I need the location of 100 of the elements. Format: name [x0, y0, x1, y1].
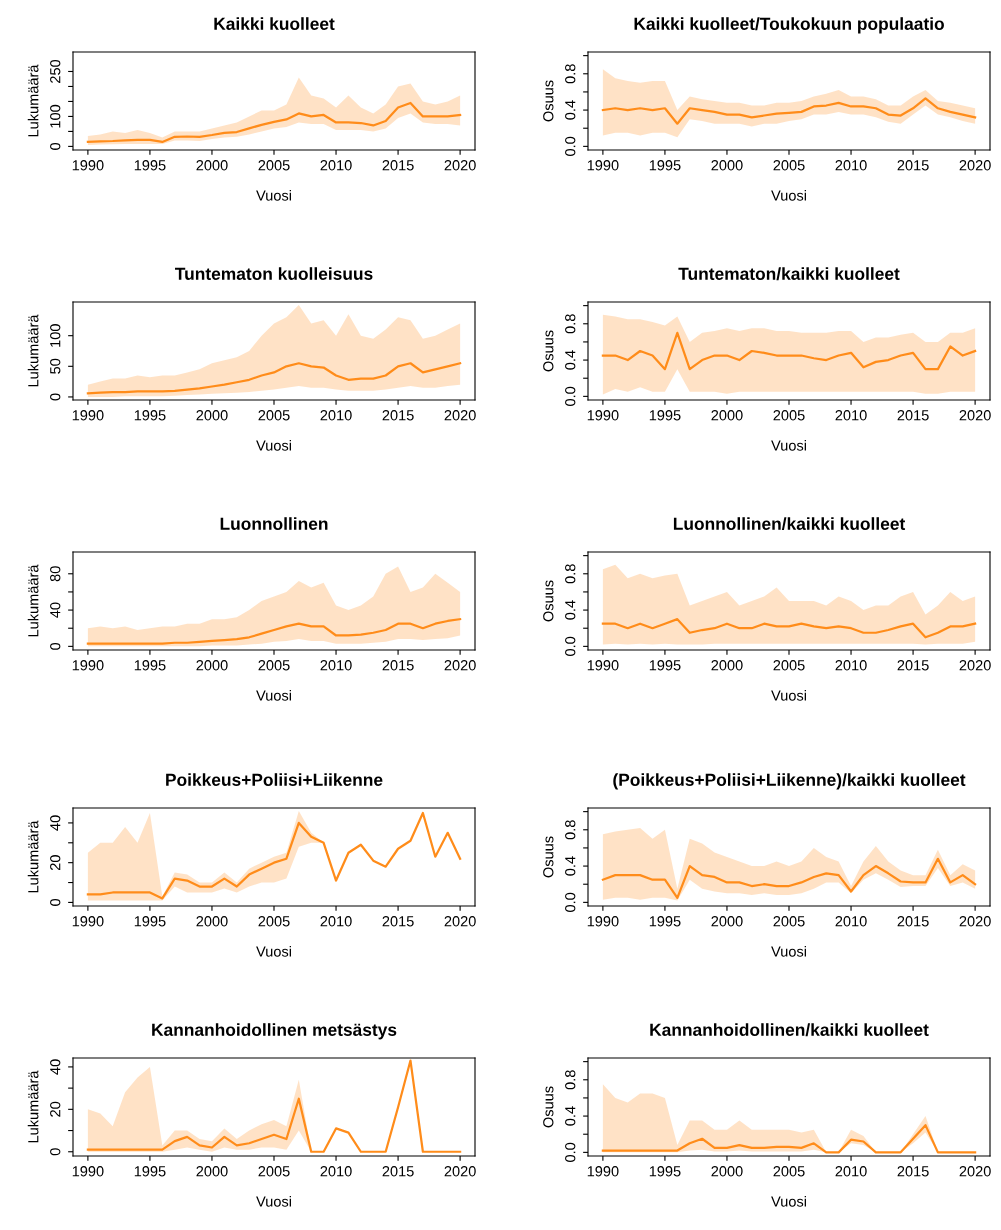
x-tick-label: 1995	[134, 660, 166, 671]
x-tick-label: 2015	[897, 916, 929, 927]
y-tick-label: 0.4	[565, 1106, 576, 1126]
x-tick-label: 2015	[897, 160, 929, 171]
x-tick-label: 2015	[897, 1166, 929, 1177]
y-tick-label: 0.8	[565, 564, 576, 584]
x-tick-label: 2005	[773, 160, 805, 171]
y-axis-title: Lukumäärä	[27, 314, 39, 387]
x-tick-label: 2010	[320, 916, 352, 927]
x-tick-label: 2020	[444, 1166, 476, 1177]
x-tick-label: 2005	[773, 410, 805, 421]
chart-title: (Poikkeus+Poliisi+Liikenne)/kaikki kuolleet	[613, 773, 966, 790]
x-tick-label: 1990	[72, 1166, 104, 1177]
x-axis-title: Vuosi	[256, 945, 291, 957]
line-series	[601, 857, 977, 899]
x-tick-label: 2020	[444, 660, 476, 671]
x-tick-label: 2010	[320, 660, 352, 671]
x-tick-label: 2010	[835, 916, 867, 927]
y-tick-label: 40	[50, 602, 61, 618]
x-tick-label: 2005	[258, 1166, 290, 1177]
y-tick-label: 0.8	[565, 820, 576, 840]
y-tick-label: 0	[50, 393, 61, 401]
y-tick-label: 20	[50, 1101, 61, 1117]
x-tick-label: 2010	[835, 410, 867, 421]
x-axis-title: Vuosi	[256, 1195, 291, 1207]
x-tick-label: 2005	[773, 660, 805, 671]
x-tick-label: 1990	[587, 1166, 619, 1177]
x-tick-label: 1995	[649, 410, 681, 421]
x-tick-label: 1995	[134, 1166, 166, 1177]
x-tick-label: 2010	[835, 160, 867, 171]
y-tick-label: 0	[50, 898, 61, 906]
x-tick-label: 2000	[196, 1166, 228, 1177]
x-axis-title: Vuosi	[771, 1195, 806, 1207]
y-tick-label: 20	[50, 855, 61, 871]
y-axis-title: Lukumäärä	[27, 64, 39, 137]
x-tick-label: 2010	[320, 1166, 352, 1177]
y-tick-label: 100	[50, 324, 61, 347]
x-tick-label: 2015	[897, 410, 929, 421]
x-axis-title: Vuosi	[256, 189, 291, 201]
y-axis-title: Osuus	[543, 580, 554, 622]
x-tick-label: 1990	[72, 660, 104, 671]
line-series	[601, 331, 977, 371]
x-axis-title: Vuosi	[771, 189, 806, 201]
y-axis-title: Lukumäärä	[27, 820, 39, 893]
line-series	[86, 618, 462, 645]
y-tick-label: 50	[50, 358, 61, 374]
y-tick-label: 0	[50, 642, 61, 650]
x-tick-label: 2005	[258, 160, 290, 171]
x-tick-label: 1995	[134, 916, 166, 927]
x-tick-label: 1990	[587, 160, 619, 171]
x-tick-label: 2000	[196, 916, 228, 927]
x-tick-label: 1995	[134, 410, 166, 421]
x-tick-label: 2010	[320, 410, 352, 421]
y-tick-label: 0	[50, 142, 61, 150]
x-tick-label: 2000	[711, 1166, 743, 1177]
y-axis-title: Osuus	[543, 330, 554, 372]
x-axis-title: Vuosi	[771, 945, 806, 957]
x-tick-label: 2020	[959, 916, 991, 927]
y-axis-title: Osuus	[543, 836, 554, 878]
x-tick-label: 2000	[196, 410, 228, 421]
x-tick-label: 1990	[72, 160, 104, 171]
y-tick-label: 0	[50, 1148, 61, 1156]
x-tick-label: 2020	[444, 916, 476, 927]
line-series	[86, 362, 462, 395]
x-tick-label: 2015	[382, 410, 414, 421]
chart-title: Tuntematon kuolleisuus	[175, 267, 373, 280]
y-tick-label: 0.4	[565, 856, 576, 876]
y-tick-label: 0.4	[565, 600, 576, 620]
x-tick-label: 2015	[382, 916, 414, 927]
x-tick-label: 1995	[649, 160, 681, 171]
y-axis-title: Osuus	[543, 80, 554, 122]
y-tick-label: 250	[50, 59, 61, 83]
y-axis-title: Lukumäärä	[27, 564, 39, 637]
chart-title: Kannanhoidollinen/kaikki kuolleet	[650, 1023, 929, 1037]
y-tick-label: 40	[50, 1059, 61, 1075]
x-tick-label: 1990	[587, 916, 619, 927]
x-tick-label: 2000	[711, 160, 743, 171]
chart-title: Tuntematon/kaikki kuolleet	[678, 267, 900, 281]
x-tick-label: 2005	[258, 660, 290, 671]
chart-title: Kannanhoidollinen metsästys	[152, 1023, 397, 1040]
x-tick-label: 1995	[134, 160, 166, 171]
line-series	[601, 618, 977, 639]
y-tick-label: 0.0	[565, 1142, 576, 1162]
x-tick-label: 2005	[258, 916, 290, 927]
y-tick-label: 0.0	[565, 636, 576, 656]
y-tick-label: 0.8	[565, 314, 576, 334]
x-tick-label: 1990	[72, 410, 104, 421]
x-tick-label: 2020	[959, 410, 991, 421]
x-axis-title: Vuosi	[256, 689, 291, 701]
x-tick-label: 2015	[382, 1166, 414, 1177]
chart-title: Luonnollinen	[220, 517, 328, 530]
x-tick-label: 2005	[773, 1166, 805, 1177]
y-axis-title: Osuus	[543, 1086, 554, 1128]
x-tick-label: 2015	[897, 660, 929, 671]
x-tick-label: 2020	[959, 660, 991, 671]
x-tick-label: 2000	[196, 160, 228, 171]
x-tick-label: 1990	[72, 916, 104, 927]
y-tick-label: 100	[50, 104, 61, 128]
y-axis-title: Lukumäärä	[27, 1070, 39, 1143]
x-tick-label: 2015	[382, 660, 414, 671]
